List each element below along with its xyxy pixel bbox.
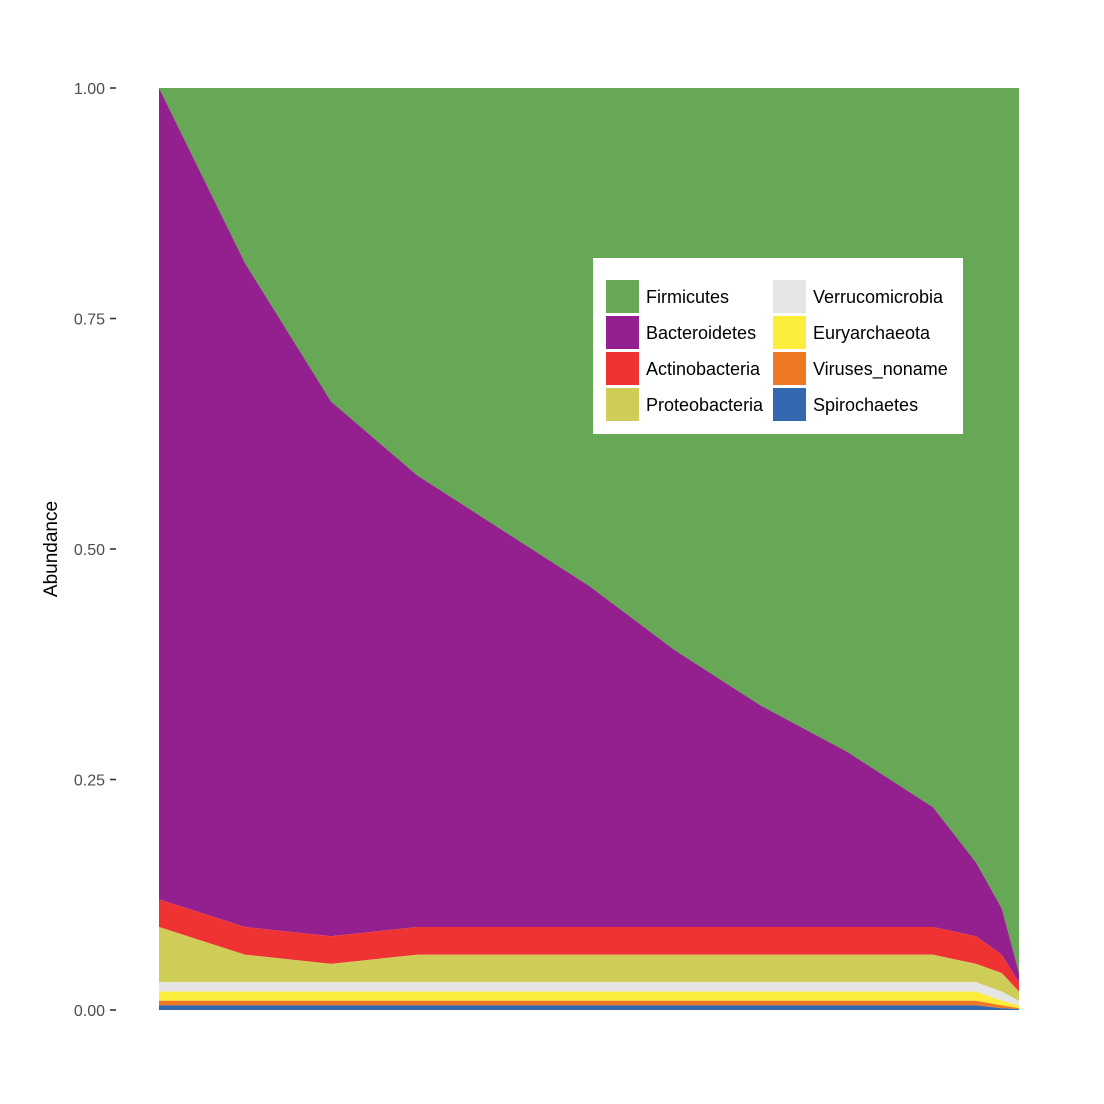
legend: Firmicutes Bacteroidetes Actinobacteria Pro…: [593, 258, 963, 434]
legend-label: Bacteroidetes: [646, 323, 756, 343]
y-tick-label: 0.25: [74, 773, 105, 790]
legend-key-euryarchaeota: [773, 316, 806, 349]
legend-label: Euryarchaeota: [813, 323, 931, 343]
legend-label: Actinobacteria: [646, 359, 761, 379]
legend-key-verrucomicrobia: [773, 280, 806, 313]
area-actinobacteria: [159, 899, 1019, 992]
y-axis: 0.00 0.25 0.50 0.75 1.00: [74, 81, 116, 1020]
area-viruses-noname: [159, 1000, 1019, 1010]
y-axis-title: Abundance: [41, 501, 62, 597]
y-tick-label: 0.75: [74, 312, 105, 329]
area-euryarchaeota: [159, 991, 1019, 1009]
legend-label: Firmicutes: [646, 287, 729, 307]
legend-label: Viruses_noname: [813, 359, 948, 380]
area-proteobacteria: [159, 927, 1019, 1001]
y-tick-label: 0.00: [74, 1003, 105, 1020]
y-tick-label: 1.00: [74, 81, 105, 98]
y-tick-label: 0.50: [74, 542, 105, 559]
legend-key-bacteroidetes: [606, 316, 639, 349]
legend-key-firmicutes: [606, 280, 639, 313]
legend-key-proteobacteria: [606, 388, 639, 421]
legend-label: Proteobacteria: [646, 395, 764, 415]
area-verrucomicrobia: [159, 982, 1019, 1006]
legend-key-actinobacteria: [606, 352, 639, 385]
area-spirochaetes: [159, 1005, 1019, 1010]
plot-panel: [159, 88, 1019, 1010]
legend-label: Verrucomicrobia: [813, 287, 944, 307]
legend-key-spirochaetes: [773, 388, 806, 421]
area-bacteroidetes: [159, 88, 1019, 983]
legend-label: Spirochaetes: [813, 395, 918, 415]
legend-key-viruses-noname: [773, 352, 806, 385]
